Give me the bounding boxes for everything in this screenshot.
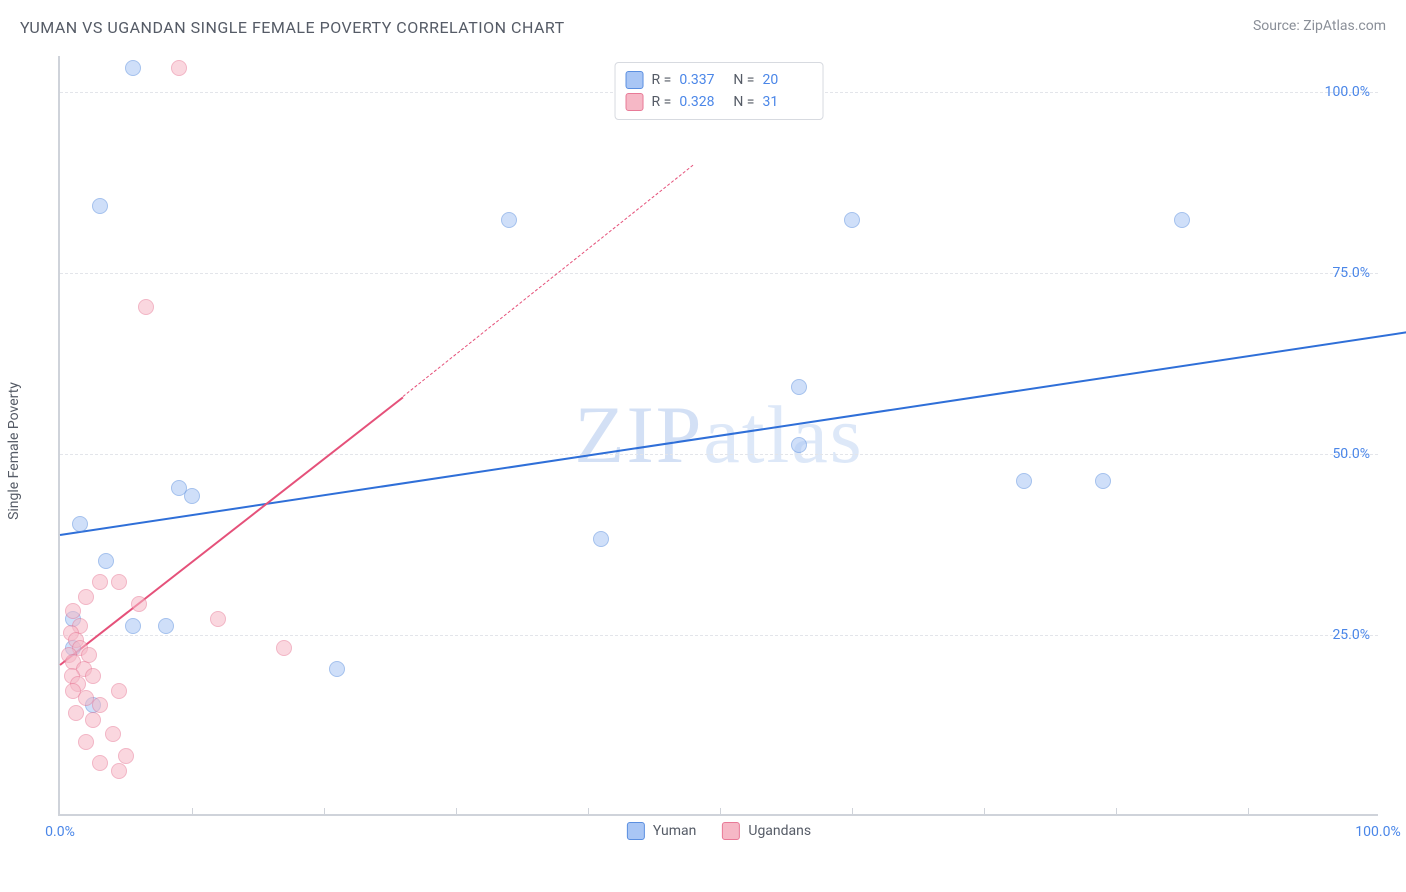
data-point (111, 763, 127, 779)
gridline-h (60, 273, 1378, 274)
data-point (92, 198, 108, 214)
swatch-ugandans (722, 822, 740, 840)
legend-label-ugandans: Ugandans (748, 823, 811, 839)
data-point (1016, 473, 1032, 489)
x-axis-max-label: 100.0% (1355, 824, 1400, 840)
r-value-ugandans: 0.328 (679, 94, 725, 110)
data-point (131, 596, 147, 612)
data-point (68, 705, 84, 721)
chart-title: YUMAN VS UGANDAN SINGLE FEMALE POVERTY C… (20, 18, 565, 37)
legend-item-ugandans: Ugandans (722, 822, 811, 840)
data-point (844, 212, 860, 228)
data-point (78, 589, 94, 605)
data-point (85, 712, 101, 728)
data-point (276, 640, 292, 656)
data-point (184, 488, 200, 504)
data-point (85, 668, 101, 684)
trend-line (59, 396, 403, 665)
data-point (171, 60, 187, 76)
stats-row-yuman: R = 0.337 N = 20 (626, 69, 809, 91)
gridline-v (984, 808, 985, 816)
gridline-v (456, 808, 457, 816)
gridline-v (1116, 808, 1117, 816)
stats-legend: R = 0.337 N = 20 R = 0.328 N = 31 (615, 62, 824, 120)
data-point (92, 755, 108, 771)
r-value-yuman: 0.337 (679, 72, 725, 88)
gridline-h (60, 454, 1378, 455)
data-point (1095, 473, 1111, 489)
gridline-v (852, 808, 853, 816)
data-point (329, 661, 345, 677)
trend-line (403, 165, 694, 397)
data-point (501, 212, 517, 228)
swatch-yuman (626, 71, 644, 89)
gridline-h (60, 635, 1378, 636)
data-point (92, 574, 108, 590)
data-point (125, 618, 141, 634)
chart-container: YUMAN VS UGANDAN SINGLE FEMALE POVERTY C… (0, 0, 1406, 892)
y-tick-label: 50.0% (1332, 446, 1370, 462)
y-axis-label: Single Female Poverty (6, 382, 22, 520)
data-point (111, 683, 127, 699)
data-point (125, 60, 141, 76)
series-legend: Yuman Ugandans (627, 822, 811, 840)
data-point (111, 574, 127, 590)
data-point (105, 726, 121, 742)
n-value-yuman: 20 (762, 72, 808, 88)
header: YUMAN VS UGANDAN SINGLE FEMALE POVERTY C… (0, 0, 1406, 37)
y-tick-label: 100.0% (1325, 84, 1370, 100)
r-label: R = (652, 94, 672, 110)
n-label: N = (733, 94, 754, 110)
data-point (1174, 212, 1190, 228)
swatch-ugandans (626, 93, 644, 111)
data-point (72, 516, 88, 532)
data-point (210, 611, 226, 627)
gridline-v (324, 808, 325, 816)
watermark-bold: ZIP (574, 389, 703, 480)
legend-item-yuman: Yuman (627, 822, 696, 840)
legend-label-yuman: Yuman (653, 823, 696, 839)
data-point (791, 437, 807, 453)
y-tick-label: 75.0% (1332, 265, 1370, 281)
gridline-v (720, 808, 721, 816)
data-point (791, 379, 807, 395)
stats-row-ugandans: R = 0.328 N = 31 (626, 91, 809, 113)
chart-area: Single Female Poverty ZIPatlas R = 0.337… (48, 56, 1388, 846)
plot-area: ZIPatlas R = 0.337 N = 20 R = 0.328 N = … (58, 56, 1378, 816)
gridline-v (1248, 808, 1249, 816)
data-point (593, 531, 609, 547)
n-value-ugandans: 31 (762, 94, 808, 110)
data-point (138, 299, 154, 315)
source-attribution: Source: ZipAtlas.com (1253, 18, 1386, 34)
r-label: R = (652, 72, 672, 88)
gridline-v (192, 808, 193, 816)
data-point (78, 734, 94, 750)
y-tick-label: 25.0% (1332, 627, 1370, 643)
data-point (158, 618, 174, 634)
swatch-yuman (627, 822, 645, 840)
n-label: N = (733, 72, 754, 88)
gridline-v (588, 808, 589, 816)
data-point (98, 553, 114, 569)
x-axis-min-label: 0.0% (45, 824, 75, 840)
